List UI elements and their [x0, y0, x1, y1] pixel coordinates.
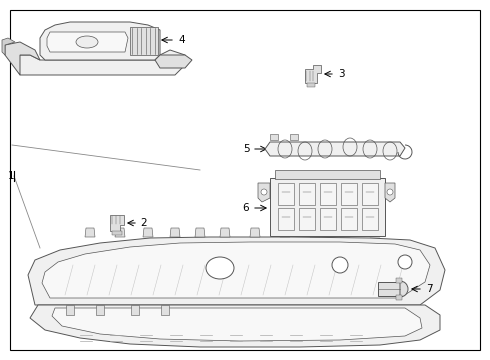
Polygon shape — [155, 55, 192, 68]
Polygon shape — [42, 242, 430, 298]
Polygon shape — [110, 215, 124, 231]
Bar — [307, 83, 315, 87]
Text: 6: 6 — [243, 203, 249, 213]
Polygon shape — [305, 65, 321, 83]
Bar — [275, 170, 380, 179]
Circle shape — [261, 189, 267, 195]
Text: 3: 3 — [338, 69, 344, 79]
Text: 7: 7 — [426, 284, 433, 294]
Polygon shape — [52, 308, 422, 341]
Bar — [362, 183, 378, 205]
Bar — [131, 305, 139, 315]
Circle shape — [398, 255, 412, 269]
Polygon shape — [28, 237, 445, 305]
Text: 5: 5 — [244, 144, 250, 154]
Polygon shape — [5, 42, 40, 75]
Bar — [278, 208, 294, 230]
Bar — [161, 305, 169, 315]
Polygon shape — [2, 38, 15, 55]
Bar — [341, 183, 357, 205]
Polygon shape — [385, 183, 395, 202]
Bar — [290, 134, 298, 140]
Bar — [299, 208, 315, 230]
Bar — [396, 295, 402, 300]
Polygon shape — [47, 32, 128, 52]
Polygon shape — [195, 228, 205, 237]
Text: 1: 1 — [7, 171, 14, 181]
Bar — [362, 208, 378, 230]
Bar — [341, 208, 357, 230]
Circle shape — [387, 189, 393, 195]
Bar — [270, 178, 385, 236]
Polygon shape — [310, 228, 320, 237]
Ellipse shape — [206, 257, 234, 279]
Bar — [396, 278, 402, 283]
Bar — [130, 27, 158, 55]
Circle shape — [332, 257, 348, 273]
Bar — [320, 208, 336, 230]
Bar — [96, 305, 104, 315]
Polygon shape — [115, 228, 125, 237]
Polygon shape — [220, 228, 230, 237]
Bar — [270, 134, 278, 140]
Polygon shape — [280, 228, 290, 237]
Polygon shape — [250, 228, 260, 237]
Bar — [299, 183, 315, 205]
Polygon shape — [15, 50, 185, 75]
Polygon shape — [85, 228, 95, 237]
Polygon shape — [340, 228, 350, 237]
Bar — [320, 183, 336, 205]
Bar — [378, 282, 400, 296]
Wedge shape — [400, 281, 408, 297]
Polygon shape — [143, 228, 153, 237]
Polygon shape — [40, 22, 160, 60]
Polygon shape — [265, 142, 405, 156]
Ellipse shape — [76, 36, 98, 48]
Bar — [66, 305, 74, 315]
Bar — [278, 183, 294, 205]
Polygon shape — [370, 228, 380, 237]
Polygon shape — [258, 183, 270, 202]
Polygon shape — [170, 228, 180, 237]
Text: 4: 4 — [178, 35, 185, 45]
Text: 2: 2 — [140, 218, 147, 228]
Bar — [112, 231, 122, 235]
Polygon shape — [30, 305, 440, 347]
